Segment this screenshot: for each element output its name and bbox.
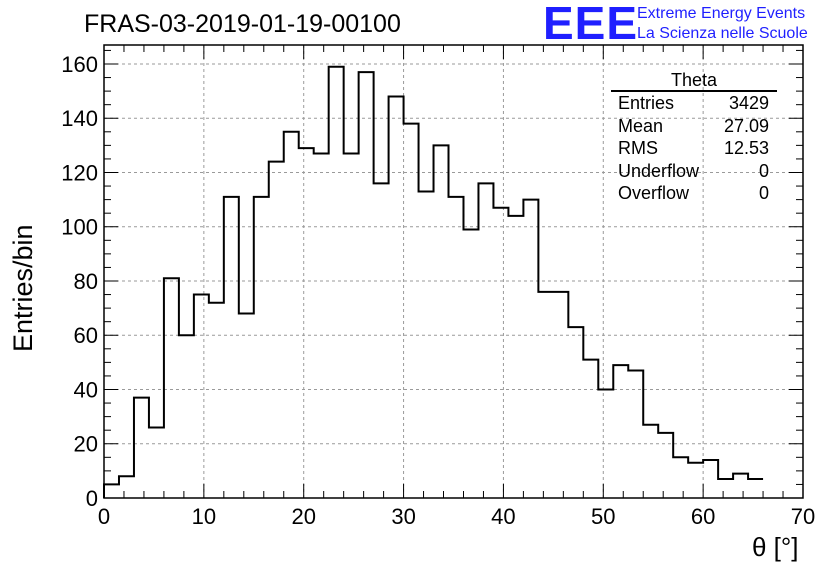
histogram-bin	[493, 208, 508, 498]
plot-frame	[103, 44, 804, 499]
histogram-bin	[583, 360, 598, 498]
histogram-bin	[164, 278, 179, 498]
histogram-bin	[134, 398, 149, 498]
histogram-bin	[329, 67, 344, 498]
stats-row-rms: RMS 12.53	[611, 137, 777, 160]
histogram-bin	[538, 292, 553, 498]
logo-line-2: La Scienza nelle Scuole	[637, 25, 808, 42]
x-tick-label: 10	[192, 504, 216, 529]
histogram-bin	[299, 148, 314, 498]
stats-row-entries: Entries 3429	[611, 92, 777, 115]
stats-box: Theta Entries 3429 Mean 27.09 RMS 12.53 …	[611, 70, 777, 205]
histogram-bin	[628, 371, 643, 498]
stats-row-underflow: Underflow 0	[611, 160, 777, 183]
histogram-bin	[149, 427, 164, 498]
histogram-outline	[103, 65, 764, 498]
stats-title: Theta	[611, 70, 777, 92]
histogram-bin	[449, 197, 464, 498]
y-tick-label: 20	[74, 432, 98, 457]
stats-value: 0	[758, 160, 769, 181]
histogram-bin	[269, 162, 284, 498]
stats-label: Mean	[618, 115, 664, 136]
y-tick-label: 100	[61, 215, 98, 240]
y-tick-label: 120	[61, 160, 98, 185]
histogram-bin	[523, 200, 538, 498]
y-tick-label: 160	[61, 52, 98, 77]
histogram-bin	[359, 72, 374, 498]
histogram-bin	[658, 433, 673, 498]
histogram-bin	[613, 365, 628, 498]
x-axis-label: θ [°]	[752, 532, 799, 562]
histogram-bin	[209, 303, 224, 498]
histogram-bin	[239, 314, 254, 498]
axis-ticks	[103, 45, 804, 499]
histogram-bin	[463, 229, 478, 498]
histogram-bin	[688, 463, 703, 498]
histogram-bin	[478, 183, 493, 498]
stats-value: 12.53	[723, 138, 769, 158]
histogram-bin	[598, 389, 613, 498]
stats-value: 3429	[728, 93, 769, 113]
x-tick-label: 60	[691, 504, 715, 529]
tick-labels: 0 10 20 30 40 50 60 70 0 20 40 60 80 100 120 140 160	[61, 52, 815, 529]
stats-row-mean: Mean 27.09	[611, 115, 777, 138]
histogram-bin	[404, 124, 419, 498]
histogram-bin	[389, 97, 404, 498]
histogram-bin	[748, 479, 763, 498]
logo-line-1: Extreme Energy Events	[637, 5, 806, 22]
histogram-bin	[284, 132, 299, 498]
x-tick-label: 20	[291, 504, 315, 529]
x-tick-label: 30	[391, 504, 415, 529]
histogram-bin	[703, 460, 718, 498]
histogram-bin	[314, 154, 329, 498]
x-tick-label: 50	[591, 504, 615, 529]
y-tick-label: 80	[74, 269, 98, 294]
stats-label: Entries	[618, 93, 675, 113]
histogram-bin	[553, 292, 568, 498]
histogram-bin	[194, 295, 209, 498]
histogram-bin	[733, 474, 748, 498]
x-tick-label: 70	[791, 504, 815, 529]
histogram-bin	[119, 476, 134, 498]
histogram-bin	[508, 216, 523, 498]
histogram-series	[103, 65, 764, 498]
histogram-bin	[344, 154, 359, 498]
histogram-bin	[104, 484, 119, 498]
chart-title: FRAS-03-2019-01-19-00100	[84, 10, 401, 38]
logo-caption: Extreme Energy Events La Scienza nelle S…	[637, 4, 808, 44]
stats-value: 27.09	[723, 115, 769, 136]
x-tick-label: 40	[491, 504, 515, 529]
grid	[104, 45, 803, 498]
histogram-bin	[718, 479, 733, 498]
eee-logo: EEE	[543, 0, 639, 49]
stats-value: 0	[758, 183, 769, 203]
y-axis-label: Entries/bin	[8, 224, 38, 352]
histogram-bin	[568, 327, 583, 498]
histogram-bin	[374, 183, 389, 498]
histogram-bin	[179, 335, 194, 498]
histogram-bin	[254, 197, 269, 498]
y-tick-label: 60	[74, 323, 98, 348]
y-tick-label: 140	[61, 106, 98, 131]
stats-label: Underflow	[618, 160, 700, 181]
histogram-bin	[224, 197, 239, 498]
histogram-bin	[643, 425, 658, 498]
histogram-bin	[434, 145, 449, 498]
y-tick-label: 0	[86, 486, 98, 511]
stats-label: RMS	[618, 138, 658, 158]
histogram-bin	[419, 191, 434, 498]
stats-row-overflow: Overflow 0	[611, 182, 777, 205]
x-tick-label: 0	[98, 504, 110, 529]
stats-label: Overflow	[618, 183, 690, 203]
y-tick-label: 40	[74, 377, 98, 402]
histogram-bin	[673, 457, 688, 498]
